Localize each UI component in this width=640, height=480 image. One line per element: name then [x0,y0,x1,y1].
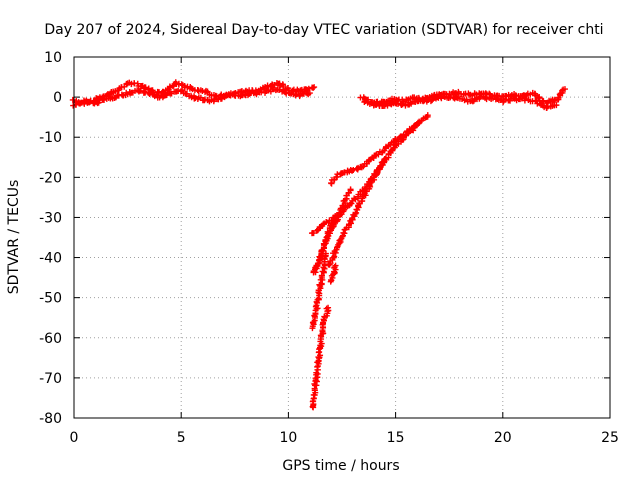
data-point [306,90,313,97]
series-baseline-early-lower [70,86,313,109]
data-points [69,79,568,411]
data-point [322,250,329,257]
data-point [543,97,554,107]
data-point [325,304,332,311]
series-baseline-late-lower [361,93,560,111]
data-point [210,94,225,105]
y-tick-label: 10 [44,50,62,66]
x-tick-label: 25 [601,430,619,446]
data-point [332,262,339,269]
y-tick-label: 0 [53,90,62,106]
plot-frame [73,56,611,419]
data-point [310,256,323,275]
data-point [317,328,327,350]
series-depletion-track-d [310,186,354,275]
data-point [319,316,328,334]
x-tick-label: 0 [70,430,79,446]
data-point [103,88,119,99]
data-point [199,96,215,105]
data-point [309,307,319,332]
data-point [424,112,431,119]
data-point [328,173,341,187]
x-tick-label: 15 [387,430,405,446]
y-tick-label: -40 [39,251,62,267]
x-tick-label: 20 [494,430,512,446]
data-point [285,89,300,99]
chart-title: Day 207 of 2024, Sidereal Day-to-day VTE… [44,22,603,38]
data-point [392,130,412,149]
data-point [381,156,388,163]
data-point [124,87,141,98]
series-baseline-early [69,79,318,107]
data-point [92,96,108,107]
data-point [315,344,324,365]
data-point [220,91,236,101]
data-point [311,84,318,91]
data-point [414,122,421,129]
series-depletion-track-b [310,122,421,276]
data-point [113,89,130,101]
data-point [349,192,369,222]
series-depletion-track-f [309,250,329,332]
data-point [188,85,204,95]
data-point [445,94,461,102]
x-tick-labels: 0 5 10 15 20 25 [70,430,619,446]
data-point [312,359,322,382]
data-point [340,195,359,214]
data-point [500,91,515,100]
series-depletion-track-h [309,304,332,411]
data-point [361,168,381,197]
data-point [323,219,337,241]
y-tick-label: -70 [39,371,62,387]
y-tick-label: -50 [39,291,62,307]
data-point [315,272,326,294]
y-tick-label: -60 [39,331,62,347]
data-point [314,221,327,234]
data-point [340,187,354,206]
data-point [553,102,560,109]
series-depletion-track-g [327,262,339,285]
y-tick-labels: 10 0 -10 -20 -30 -40 -50 -60 -70 -80 [39,50,62,427]
data-point [357,154,376,171]
y-tick-label: -20 [39,170,62,186]
data-point [334,212,341,219]
y-tick-label: -30 [39,210,62,226]
data-point [488,95,504,104]
data-point [81,97,98,107]
x-axis-label: GPS time / hours [282,458,399,474]
series-depletion-track-c [325,156,388,268]
data-point [319,252,329,276]
series-depletion-track-e [308,212,341,237]
y-axis-label: SDTVAR / TECUs [6,180,22,295]
data-point [188,93,204,103]
data-point [561,86,568,93]
data-point [347,186,354,193]
axis-ticks [73,56,611,419]
data-point [331,264,339,277]
data-point [327,271,337,285]
y-tick-label: -80 [39,411,62,427]
y-tick-label: -10 [39,130,62,146]
x-tick-label: 5 [177,430,186,446]
x-tick-label: 10 [279,430,297,446]
